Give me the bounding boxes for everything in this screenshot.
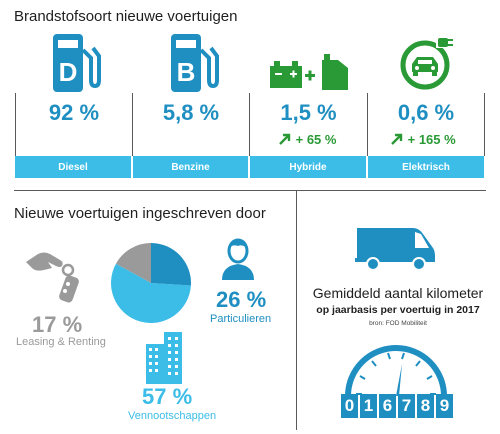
diesel-value: 92 % (48, 100, 100, 125)
electric-trend-value: + 165 % (407, 132, 456, 147)
gasoline-bar: Benzine (133, 156, 248, 178)
mileage-source: bron: FOD Mobiliteit (369, 320, 427, 327)
pie-slice-leasing-renting (115, 243, 151, 283)
hybrid-trend-value: + 65 % (295, 132, 337, 147)
private-label: Particulieren (210, 313, 272, 325)
hand-key-icon (26, 252, 79, 303)
trend-up-arrow-icon (279, 133, 291, 145)
electric-bar: Elektrisch (368, 156, 484, 178)
pie-slice-particulieren (151, 243, 191, 286)
battery-jerrycan-icon (270, 54, 348, 90)
hybrid-trend: + 65 % (278, 132, 336, 147)
registered-title: Nieuwe voertuigen ingeschreven door (14, 205, 266, 222)
odometer-digit: 6 (379, 394, 396, 418)
odometer-digit: 0 (341, 394, 358, 418)
pump-letter-b: B (177, 57, 196, 87)
companies-value: 57 % (142, 384, 193, 409)
companies-label: Vennootschappen (128, 410, 217, 422)
leasing-value: 17 % (32, 312, 83, 337)
electric-value: 0,6 % (397, 100, 455, 125)
fuel-pump-diesel-icon: D (53, 34, 101, 92)
divider (132, 93, 133, 156)
electric-car-plug-icon (400, 34, 456, 90)
mileage-subtitle: op jaarbasis per voertuig in 2017 (316, 304, 480, 316)
odometer-digit: 9 (436, 394, 453, 418)
divider (367, 93, 368, 156)
mileage-title: Gemiddeld aantal kilometer (312, 285, 484, 301)
private-value: 26 % (216, 287, 267, 312)
divider (249, 93, 250, 156)
hybrid-value: 1,5 % (280, 100, 337, 125)
hybrid-bar: Hybride (250, 156, 366, 178)
odometer: 0 1 6 7 8 9 (341, 394, 453, 418)
fuel-title: Brandstofsoort nieuwe voertuigen (14, 8, 238, 25)
van-icon (355, 228, 435, 271)
office-buildings-icon (146, 332, 182, 384)
odometer-digit: 7 (398, 394, 415, 418)
divider (296, 190, 297, 430)
electric-trend: + 165 % (390, 132, 456, 147)
diesel-bar: Diesel (15, 156, 131, 178)
trend-up-arrow-icon (391, 133, 403, 145)
registration-pie-chart (111, 243, 191, 323)
divider (15, 93, 16, 156)
divider (484, 93, 485, 156)
pump-letter-d: D (59, 57, 78, 87)
odometer-digit: 8 (417, 394, 434, 418)
fuel-pump-gasoline-icon: B (171, 34, 219, 92)
section-separator (14, 190, 486, 191)
odometer-gauge-icon (345, 345, 447, 396)
odometer-digit: 1 (360, 394, 377, 418)
gasoline-value: 5,8 % (162, 100, 220, 125)
pie-slice-vennootschappen (111, 263, 191, 323)
person-icon (222, 238, 254, 280)
leasing-label: Leasing & Renting (16, 336, 106, 348)
